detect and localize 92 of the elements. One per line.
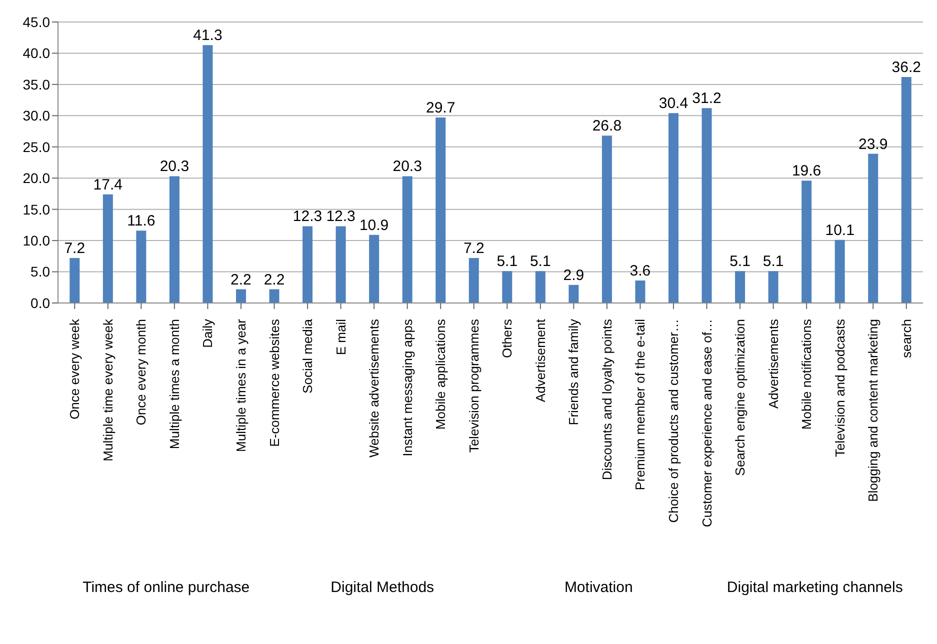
x-tick-label: Search engine optimization: [732, 319, 748, 476]
x-tick-label: Once every week: [67, 318, 82, 420]
data-label: 36.2: [892, 58, 921, 76]
bar: [735, 271, 746, 303]
x-tick-label: Choice of products and customer…: [666, 319, 681, 523]
bar: [702, 108, 712, 303]
bar: [602, 136, 612, 303]
text: Digital Methods: [330, 578, 436, 598]
data-label: 2.2: [230, 271, 252, 288]
bar: [901, 76, 912, 303]
bar: [668, 113, 678, 303]
data-label: 10.9: [359, 216, 389, 234]
y-tick-label: 10.0: [22, 232, 50, 249]
data-label: 7.2: [64, 240, 86, 258]
x-tick-label: Advertisements: [766, 318, 781, 409]
data-label: 17.4: [93, 176, 123, 194]
x-tick-label: Once every month: [134, 319, 149, 426]
text: Motivation: [563, 578, 634, 598]
y-tick-label: 25.0: [22, 138, 50, 155]
x-tick-label: Friends and family: [566, 318, 582, 426]
y-tick-label: 45.0: [22, 14, 50, 30]
bar: [468, 258, 479, 303]
x-tick-label: Blogging and content marketing: [866, 319, 881, 502]
data-label: 5.1: [762, 253, 784, 270]
data-label: 7.2: [463, 240, 484, 258]
data-label: 19.6: [792, 162, 822, 180]
y-tick-label: 5.0: [30, 264, 50, 280]
data-label: 31.2: [692, 90, 722, 108]
bar: [568, 284, 579, 303]
y-tick-label: 15.0: [22, 201, 50, 218]
data-label: 26.8: [592, 118, 622, 135]
data-label: 5.1: [496, 253, 518, 270]
bar: [402, 176, 412, 303]
data-label: 30.4: [658, 95, 688, 112]
x-tick-label: search: [898, 319, 914, 358]
x-tick-label: Instant messaging apps: [400, 318, 415, 456]
text: Times of online purchase: [82, 578, 251, 598]
bar: [868, 154, 878, 303]
y-tick-label: 0.0: [30, 294, 50, 311]
data-label: 10.1: [825, 222, 854, 239]
x-tick-label: Social media: [300, 318, 316, 394]
x-tick-label: Television programmes: [466, 318, 482, 453]
x-tick-label: Mobile notifications: [799, 318, 814, 430]
x-tick-label: Website advertisements: [366, 318, 382, 458]
data-label: 41.3: [193, 27, 222, 44]
bar: [768, 271, 778, 303]
x-tick-label: Discounts and loyalty points: [599, 318, 614, 480]
bar: [369, 234, 380, 303]
text: Digital marketing channels: [726, 578, 904, 598]
bar: [802, 180, 812, 303]
bar: [336, 226, 346, 303]
data-label: 2.2: [264, 271, 285, 288]
data-label: 11.6: [127, 212, 156, 230]
bar: [70, 258, 80, 303]
bar: [169, 176, 180, 303]
data-label: 5.1: [530, 253, 551, 270]
data-label: 2.9: [563, 266, 584, 284]
y-tick-label: 35.0: [22, 76, 50, 92]
bar: [236, 289, 246, 303]
bar: [535, 271, 546, 303]
x-tick-label: E-commerce websites: [266, 318, 282, 447]
x-tick-label: Advertisement: [532, 318, 548, 402]
x-tick-label: Daily: [200, 318, 216, 348]
data-label: 12.3: [326, 208, 356, 226]
data-label: 12.3: [292, 208, 322, 226]
data-label: 29.7: [426, 100, 456, 117]
bar: [269, 289, 280, 303]
x-tick-label: Television and podcasts: [832, 318, 848, 458]
bar: [102, 194, 113, 303]
y-tick-label: 20.0: [22, 170, 50, 186]
data-label: 23.9: [858, 136, 888, 153]
x-tick-label: Others: [500, 318, 515, 358]
bar: [202, 45, 213, 303]
x-tick-label: Mobile applications: [433, 318, 448, 430]
bar: [502, 271, 512, 303]
x-tick-label: Multiple times in a year: [233, 318, 248, 452]
x-tick-label: Customer experience and ease of…: [699, 319, 714, 528]
data-label: 20.3: [392, 158, 422, 176]
x-tick-label: Multiple times a month: [166, 319, 182, 450]
data-label: 20.3: [160, 158, 190, 176]
bar: [635, 280, 646, 303]
bar: [834, 240, 845, 303]
bar: [136, 230, 146, 303]
x-tick-label: E mail: [333, 318, 348, 356]
y-tick-label: 30.0: [22, 108, 50, 124]
x-tick-label: Multiple time every week: [100, 318, 116, 462]
data-label: 3.6: [630, 262, 651, 280]
data-label: 5.1: [730, 253, 750, 270]
x-tick-label: Premium member of the e-tail: [632, 318, 648, 490]
y-tick-label: 40.0: [22, 45, 50, 62]
bar: [302, 226, 313, 303]
bar: [436, 118, 446, 303]
